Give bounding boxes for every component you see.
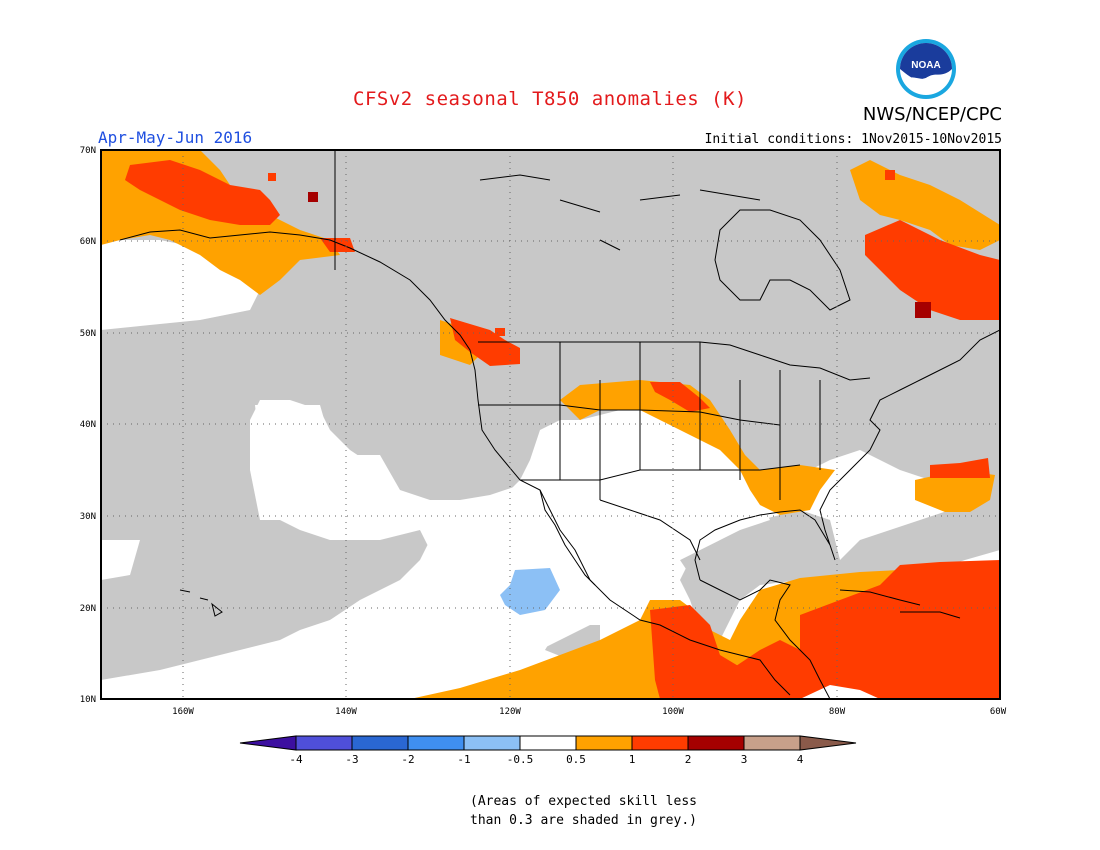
lon-label: 60W — [990, 707, 1007, 717]
low-skill-grey — [101, 150, 1000, 680]
legend-color-box — [407, 735, 465, 751]
lat-label: 10N — [80, 695, 96, 705]
legend-label: 3 — [741, 753, 748, 766]
anomaly-2-3 — [308, 192, 931, 318]
lat-label: 50N — [80, 329, 96, 339]
legend-color-box — [575, 735, 633, 751]
skill-note: (Areas of expected skill less than 0.3 a… — [470, 792, 697, 830]
lat-label: 40N — [80, 420, 96, 430]
lon-label: 100W — [662, 707, 684, 717]
legend-label: 1 — [629, 753, 636, 766]
lon-label: 120W — [499, 707, 521, 717]
lon-label: 140W — [335, 707, 357, 717]
lat-label: 60N — [80, 237, 96, 247]
lon-label: 160W — [172, 707, 194, 717]
legend-label: -0.5 — [507, 753, 534, 766]
anomaly-1-2 — [125, 160, 1000, 699]
lat-label: 70N — [80, 146, 96, 156]
noaa-logo-text: NOAA — [911, 60, 940, 71]
legend-label: -2 — [401, 753, 414, 766]
legend-color-box — [519, 735, 577, 751]
chart-title: CFSv2 seasonal T850 anomalies (K) — [353, 88, 747, 110]
legend-color-box — [295, 735, 353, 751]
initial-conditions: Initial conditions: 1Nov2015-10Nov2015 — [704, 132, 1002, 147]
near-normal-white — [101, 405, 770, 699]
forecast-period: Apr-May-Jun 2016 — [98, 128, 253, 147]
legend-label: 2 — [685, 753, 692, 766]
organization-label: NWS/NCEP/CPC — [862, 104, 1002, 125]
legend-label: 0.5 — [566, 753, 586, 766]
legend-arrow-low — [239, 735, 297, 751]
lon-label: 80W — [829, 707, 846, 717]
legend-color-box — [631, 735, 689, 751]
legend-label: 4 — [797, 753, 804, 766]
coastlines — [119, 150, 1000, 699]
legend-label: -4 — [289, 753, 303, 766]
legend-color-box — [463, 735, 521, 751]
legend-color-box — [743, 735, 801, 751]
lat-label: 20N — [80, 604, 96, 614]
skill-note-line: (Areas of expected skill less — [470, 794, 697, 809]
anomaly-neg-0.5-1 — [500, 568, 560, 615]
legend-color-box — [351, 735, 409, 751]
map-frame — [100, 149, 1001, 700]
skill-note-line: than 0.3 are shaded in grey.) — [470, 813, 697, 828]
legend-label: -1 — [457, 753, 470, 766]
noaa-logo: NOAA — [896, 39, 956, 99]
legend-color-box — [687, 735, 745, 751]
legend-arrow-high — [799, 735, 857, 751]
legend-label: -3 — [345, 753, 358, 766]
lat-label: 30N — [80, 512, 96, 522]
